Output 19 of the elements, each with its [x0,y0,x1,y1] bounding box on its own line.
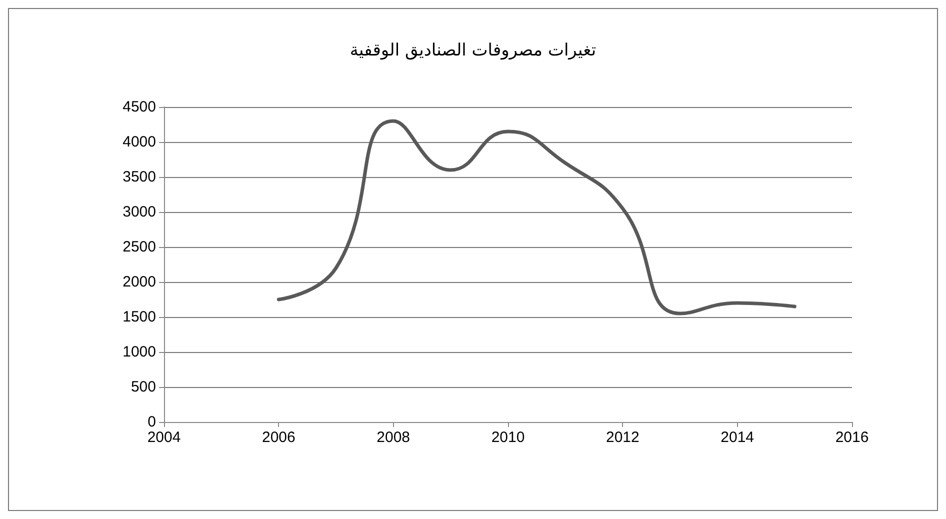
y-tick-label: 1000 [122,344,156,360]
x-tick-label: 2014 [720,429,754,446]
y-tick-label: 3500 [122,168,156,186]
y-tick-label: 2500 [122,238,156,256]
y-tick-label: 3000 [122,204,156,220]
chart-title: تغيرات مصروفات الصناديق الوقفية [350,40,596,60]
x-tick-label: 2004 [147,429,181,446]
y-tick-label: 4500 [122,98,156,116]
x-tick-label: 2016 [835,429,869,446]
line-series [276,119,796,316]
y-tick-label: 0 [148,414,156,430]
y-tick-label: 2000 [122,274,156,290]
x-tick-label: 2012 [606,429,640,446]
x-tick-label: 2010 [491,429,525,446]
x-tick-label: 2006 [262,429,296,446]
y-tick-label: 500 [130,378,156,396]
y-tick-label: 1500 [122,308,156,326]
y-tick-label: 4000 [122,134,156,150]
x-tick-label: 2008 [376,429,410,446]
